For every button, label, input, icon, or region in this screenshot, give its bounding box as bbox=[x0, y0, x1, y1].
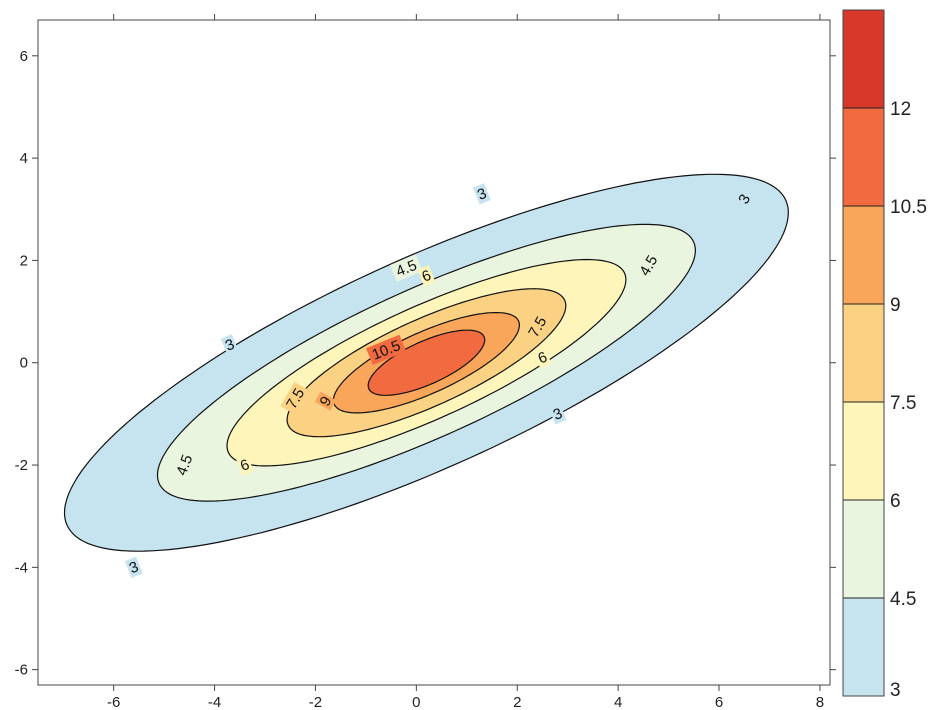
y-tick-label: 2 bbox=[20, 252, 28, 269]
y-axis: -6 -4 -2 0 2 4 6 bbox=[15, 48, 836, 679]
colorbar-segment bbox=[843, 598, 884, 696]
colorbar-frame bbox=[842, 9, 885, 697]
contour-label-group: 3 bbox=[733, 189, 755, 209]
contour-label-bg bbox=[389, 254, 423, 282]
y-tick-label: 0 bbox=[20, 355, 28, 372]
contour-line-3 bbox=[63, 173, 789, 552]
contour-label-group: 3 bbox=[548, 403, 567, 425]
contour-fill-10.5 bbox=[368, 330, 485, 396]
contour-label-group: 4.5 bbox=[171, 448, 198, 482]
contour-label-group: 6 bbox=[533, 347, 552, 369]
colorbar-segment bbox=[843, 402, 884, 500]
colorbar-tick-label: 12 bbox=[890, 99, 911, 120]
x-tick-label: -4 bbox=[208, 694, 221, 710]
x-tick-label: -6 bbox=[107, 694, 120, 710]
contour-label-bg bbox=[417, 265, 436, 287]
y-tick-label: 6 bbox=[20, 48, 28, 65]
colorbar-segment bbox=[843, 206, 884, 304]
contour-label-bg bbox=[171, 448, 198, 482]
contour-label-group: 4.5 bbox=[389, 254, 423, 282]
contour-label-group: 3 bbox=[220, 334, 239, 356]
colorbar-tick-label: 6 bbox=[890, 491, 901, 512]
contour-label-group: 3 bbox=[124, 556, 143, 578]
contour-label-bg bbox=[472, 183, 491, 205]
x-tick-label: -2 bbox=[309, 694, 322, 710]
colorbar-segment bbox=[843, 500, 884, 598]
y-tick-label: -2 bbox=[15, 457, 28, 474]
contour-label-bg bbox=[548, 403, 567, 425]
contour-label-group: 6 bbox=[417, 265, 436, 287]
contour-label-bg bbox=[633, 248, 664, 283]
x-tick-label: 2 bbox=[513, 694, 521, 710]
contour-line-7.5 bbox=[286, 288, 567, 438]
contour-label-bg bbox=[533, 347, 552, 369]
x-axis: -6 -4 -2 0 2 4 6 8 bbox=[107, 14, 824, 710]
colorbar-tick-label: 7.5 bbox=[890, 393, 916, 414]
colorbar-segment bbox=[843, 108, 884, 206]
contour-line-10.5 bbox=[367, 329, 486, 396]
contour-label-bg bbox=[522, 310, 553, 344]
contour-line-9 bbox=[332, 312, 520, 414]
contour-line-4.5 bbox=[156, 223, 697, 502]
contour-label-bg bbox=[220, 334, 239, 356]
colorbar-tick-label: 4.5 bbox=[890, 589, 916, 610]
colorbar-tick-label: 9 bbox=[890, 295, 901, 316]
x-tick-label: 6 bbox=[715, 694, 723, 710]
y-tick-label: 4 bbox=[20, 150, 28, 167]
contour-label-group: 6 bbox=[235, 454, 254, 476]
contour-label-bg bbox=[314, 391, 337, 411]
contour-label-bg bbox=[733, 189, 755, 209]
y-tick-label: -6 bbox=[15, 662, 28, 679]
contour-label: 4.5 bbox=[173, 452, 196, 477]
contour-label-group: 9 bbox=[314, 391, 337, 411]
x-tick-label: 4 bbox=[614, 694, 622, 710]
contour-label: 4.5 bbox=[394, 257, 420, 281]
colorbar-segment bbox=[843, 304, 884, 402]
contour-label-bg bbox=[280, 381, 311, 416]
x-tick-label: 0 bbox=[412, 694, 420, 710]
contour-label-bg bbox=[235, 454, 254, 476]
colorbar: 3 4.5 6 7.5 9 10.5 12 bbox=[842, 9, 927, 701]
y-tick-label: -4 bbox=[15, 559, 28, 576]
colorbar-segment bbox=[843, 10, 884, 108]
contour-label-group: 3 bbox=[472, 183, 491, 205]
contour-label-bg bbox=[366, 334, 407, 365]
colorbar-tick-label: 10.5 bbox=[890, 197, 927, 218]
contour-label-bg bbox=[124, 556, 143, 578]
x-tick-label: 8 bbox=[816, 694, 824, 710]
colorbar-tick-label: 3 bbox=[890, 680, 901, 701]
plot-frame bbox=[37, 19, 831, 686]
